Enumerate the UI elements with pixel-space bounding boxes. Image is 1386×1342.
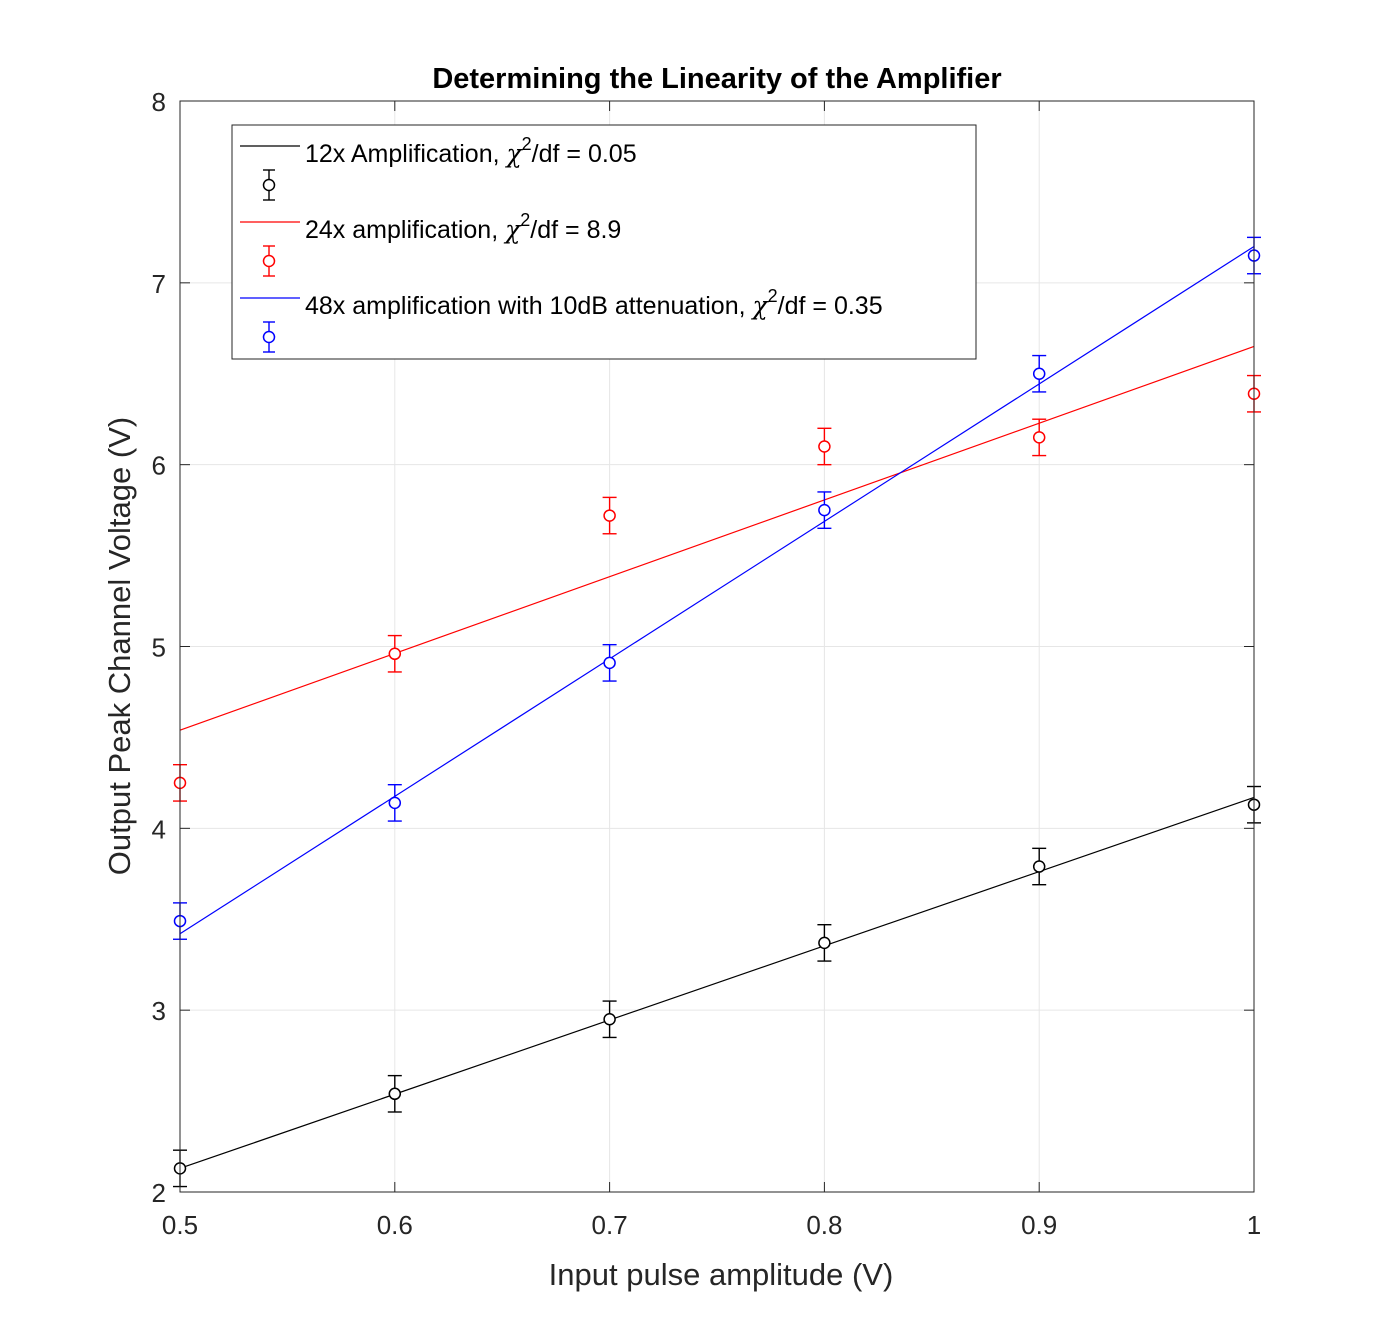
x-tick-label: 0.9 <box>1021 1210 1057 1240</box>
data-point <box>1032 367 1046 380</box>
legend-chi-symbol: χ <box>751 291 770 320</box>
fit-line <box>179 345 1255 731</box>
y-tick-label: 4 <box>152 814 166 844</box>
fit-lines <box>179 245 1255 1169</box>
chart-title: Determining the Linearity of the Amplifi… <box>432 63 1001 95</box>
data-point <box>818 936 831 950</box>
data-points <box>173 236 1261 1188</box>
legend-entry-label: 24x amplification, χ2/df = 8.9 <box>305 210 621 244</box>
legend-series-name: 24x amplification, <box>305 216 505 244</box>
legend-chi-symbol: χ <box>503 215 522 244</box>
x-tick-label: 1 <box>1247 1210 1261 1240</box>
y-axis-label: Output Peak Channel Voltage (V) <box>102 417 137 875</box>
legend-marker <box>262 178 276 192</box>
y-tick-label: 6 <box>152 451 166 481</box>
y-tick-label: 8 <box>152 87 166 117</box>
fit-line <box>179 245 1255 935</box>
data-point <box>1032 860 1046 873</box>
x-tick-label: 0.5 <box>162 1210 198 1240</box>
legend-series-name: 48x amplification with 10dB attenuation, <box>305 292 753 320</box>
data-point <box>388 1087 402 1101</box>
legend-chi-value: /df = 8.9 <box>530 216 621 244</box>
y-tick-label: 3 <box>152 996 166 1026</box>
legend-entry-label: 48x amplification with 10dB attenuation,… <box>305 286 883 320</box>
data-point <box>603 1013 616 1026</box>
data-point <box>603 656 616 670</box>
fit-line <box>179 796 1255 1169</box>
data-point <box>603 509 616 522</box>
data-point <box>818 440 831 453</box>
legend-chi-value: /df = 0.05 <box>532 140 637 168</box>
x-tick-label: 0.7 <box>592 1210 628 1240</box>
x-tick-label: 0.8 <box>806 1210 842 1240</box>
legend-series-name: 12x Amplification, <box>305 140 507 168</box>
legend-chi-symbol: χ <box>505 139 524 168</box>
legend-box <box>231 124 977 360</box>
legend-entry-label: 12x Amplification, χ2/df = 0.05 <box>305 134 637 168</box>
legend-chi-exponent: 2 <box>768 286 778 306</box>
data-point <box>818 503 831 517</box>
y-tick-label: 2 <box>152 1178 166 1208</box>
ticks: 0.5 0.6 0.7 0.8 0.9 1 2 3 4 5 6 7 8 <box>152 87 1262 1240</box>
legend-marker <box>262 330 276 344</box>
legend-chi-exponent: 2 <box>522 134 532 154</box>
legend-chi-value: /df = 0.35 <box>778 292 883 320</box>
y-tick-label: 5 <box>152 633 166 663</box>
data-point <box>1032 431 1046 444</box>
x-tick-label: 0.6 <box>377 1210 413 1240</box>
legend-chi-exponent: 2 <box>520 210 530 230</box>
y-tick-label: 7 <box>152 269 166 299</box>
legend-marker <box>262 254 276 268</box>
data-point <box>388 796 402 810</box>
x-axis-label: Input pulse amplitude (V) <box>549 1257 894 1292</box>
data-point <box>388 647 402 661</box>
